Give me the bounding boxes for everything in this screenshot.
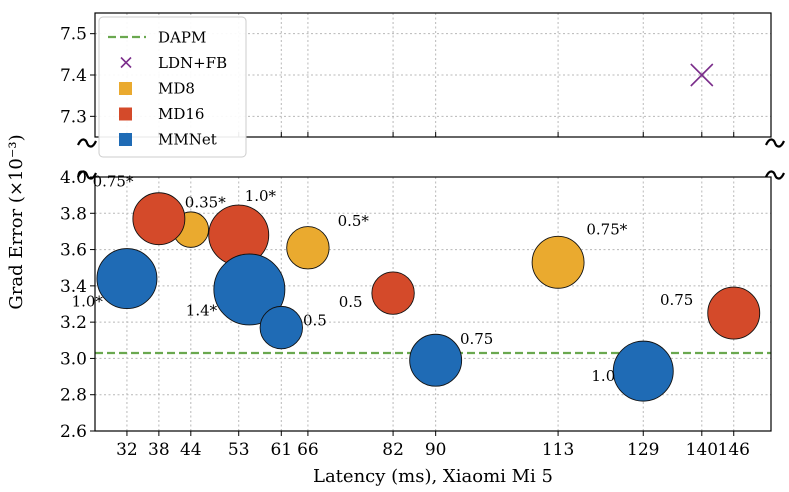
- axis-break-markers: [76, 138, 786, 180]
- bubble-label: 0.75*: [93, 173, 134, 191]
- x-tick-label: 61: [270, 440, 292, 460]
- y-tick-label-lower: 3.0: [60, 349, 87, 369]
- bubble-mmnet: [612, 340, 674, 402]
- y-tick-label-upper: 7.3: [60, 107, 87, 127]
- bubble-label: 0.75*: [586, 220, 627, 238]
- x-tick-label: 38: [148, 440, 170, 460]
- bubble-label: 0.75: [660, 291, 693, 309]
- legend-label: MD16: [158, 105, 204, 123]
- bubble-md16: [132, 192, 186, 246]
- legend-label: DAPM: [158, 29, 206, 47]
- bubble-label: 0.5*: [338, 212, 370, 230]
- bubble-label: 1.0: [591, 367, 615, 385]
- bubble-label: 0.35*: [185, 194, 226, 212]
- y-tick-label-upper: 7.5: [60, 25, 87, 45]
- bubble-md8: [286, 226, 330, 270]
- legend-md8-swatch: [119, 82, 132, 95]
- y-tick-label-lower: 2.6: [60, 422, 87, 442]
- x-tick-label: 66: [297, 440, 319, 460]
- bubble-md8: [531, 235, 585, 289]
- x-tick-label: 146: [718, 440, 750, 460]
- y-tick-label-lower: 3.4: [60, 277, 87, 297]
- y-axis-title: Grad Error (×10⁻³): [6, 134, 27, 309]
- bubble-md16: [707, 286, 761, 340]
- bubble-label: 1.4*: [186, 301, 218, 319]
- y-tick-label-lower: 3.6: [60, 241, 87, 261]
- axis-break-marker: [764, 138, 786, 148]
- legend-label: MD8: [158, 80, 195, 98]
- bubble-mmnet: [259, 305, 303, 350]
- bubble-label: 1.0*: [72, 293, 104, 311]
- y-tick-label-upper: 7.4: [60, 66, 87, 86]
- y-tick-label-lower: 2.8: [60, 386, 87, 406]
- legend-ldn-fb-swatch: [120, 56, 132, 69]
- x-axis-title: Latency (ms), Xiaomi Mi 5: [313, 466, 553, 487]
- bubble-label: 0.5: [303, 312, 327, 330]
- legend-md16-swatch: [119, 107, 132, 121]
- x-tick-label: 129: [627, 440, 659, 460]
- legend-label: MMNet: [158, 131, 217, 149]
- bubble-mmnet: [213, 253, 286, 326]
- axis-break-marker: [76, 138, 98, 148]
- x-tick-label: 90: [425, 440, 447, 460]
- legend-mmnet-swatch: [119, 133, 132, 146]
- bubble-label: 0.75: [460, 330, 493, 348]
- x-tick-label: 53: [228, 440, 250, 460]
- legend: DAPM LDN+FB MD8 MD16 MMNet: [98, 16, 247, 158]
- bubble-md16: [371, 271, 415, 315]
- x-tick-label: 44: [180, 440, 202, 460]
- legend-label: LDN+FB: [158, 54, 227, 72]
- bubble-mmnet: [96, 248, 158, 310]
- bubble-label: 1.0*: [245, 187, 277, 205]
- bubble-layer: 0.35* 0.5* 0.75* 0.75* 1.0* 0.5 0.75 1.0* 1.4* 0.…: [72, 63, 761, 402]
- ldn-fb-marker: [690, 63, 714, 87]
- legend-box: [98, 16, 247, 158]
- axis-break-marker: [764, 170, 786, 180]
- x-tick-label: 82: [382, 440, 404, 460]
- y-tick-label-lower: 3.8: [60, 204, 87, 224]
- x-tick-label: 113: [542, 440, 574, 460]
- x-tick-label: 32: [116, 440, 138, 460]
- axis-break-marker: [76, 170, 98, 180]
- lower-panel-frame: [94, 176, 772, 432]
- bubble-label: 0.5: [339, 293, 363, 311]
- bubble-mmnet: [409, 333, 463, 387]
- ticks-layer: 32 38 44 53 61 66 82 90 113 129 140 146 7.3 7.4 7.5 2.6…: [60, 25, 750, 460]
- y-tick-label-lower: 3.2: [60, 313, 87, 333]
- x-tick-label: 140: [686, 440, 718, 460]
